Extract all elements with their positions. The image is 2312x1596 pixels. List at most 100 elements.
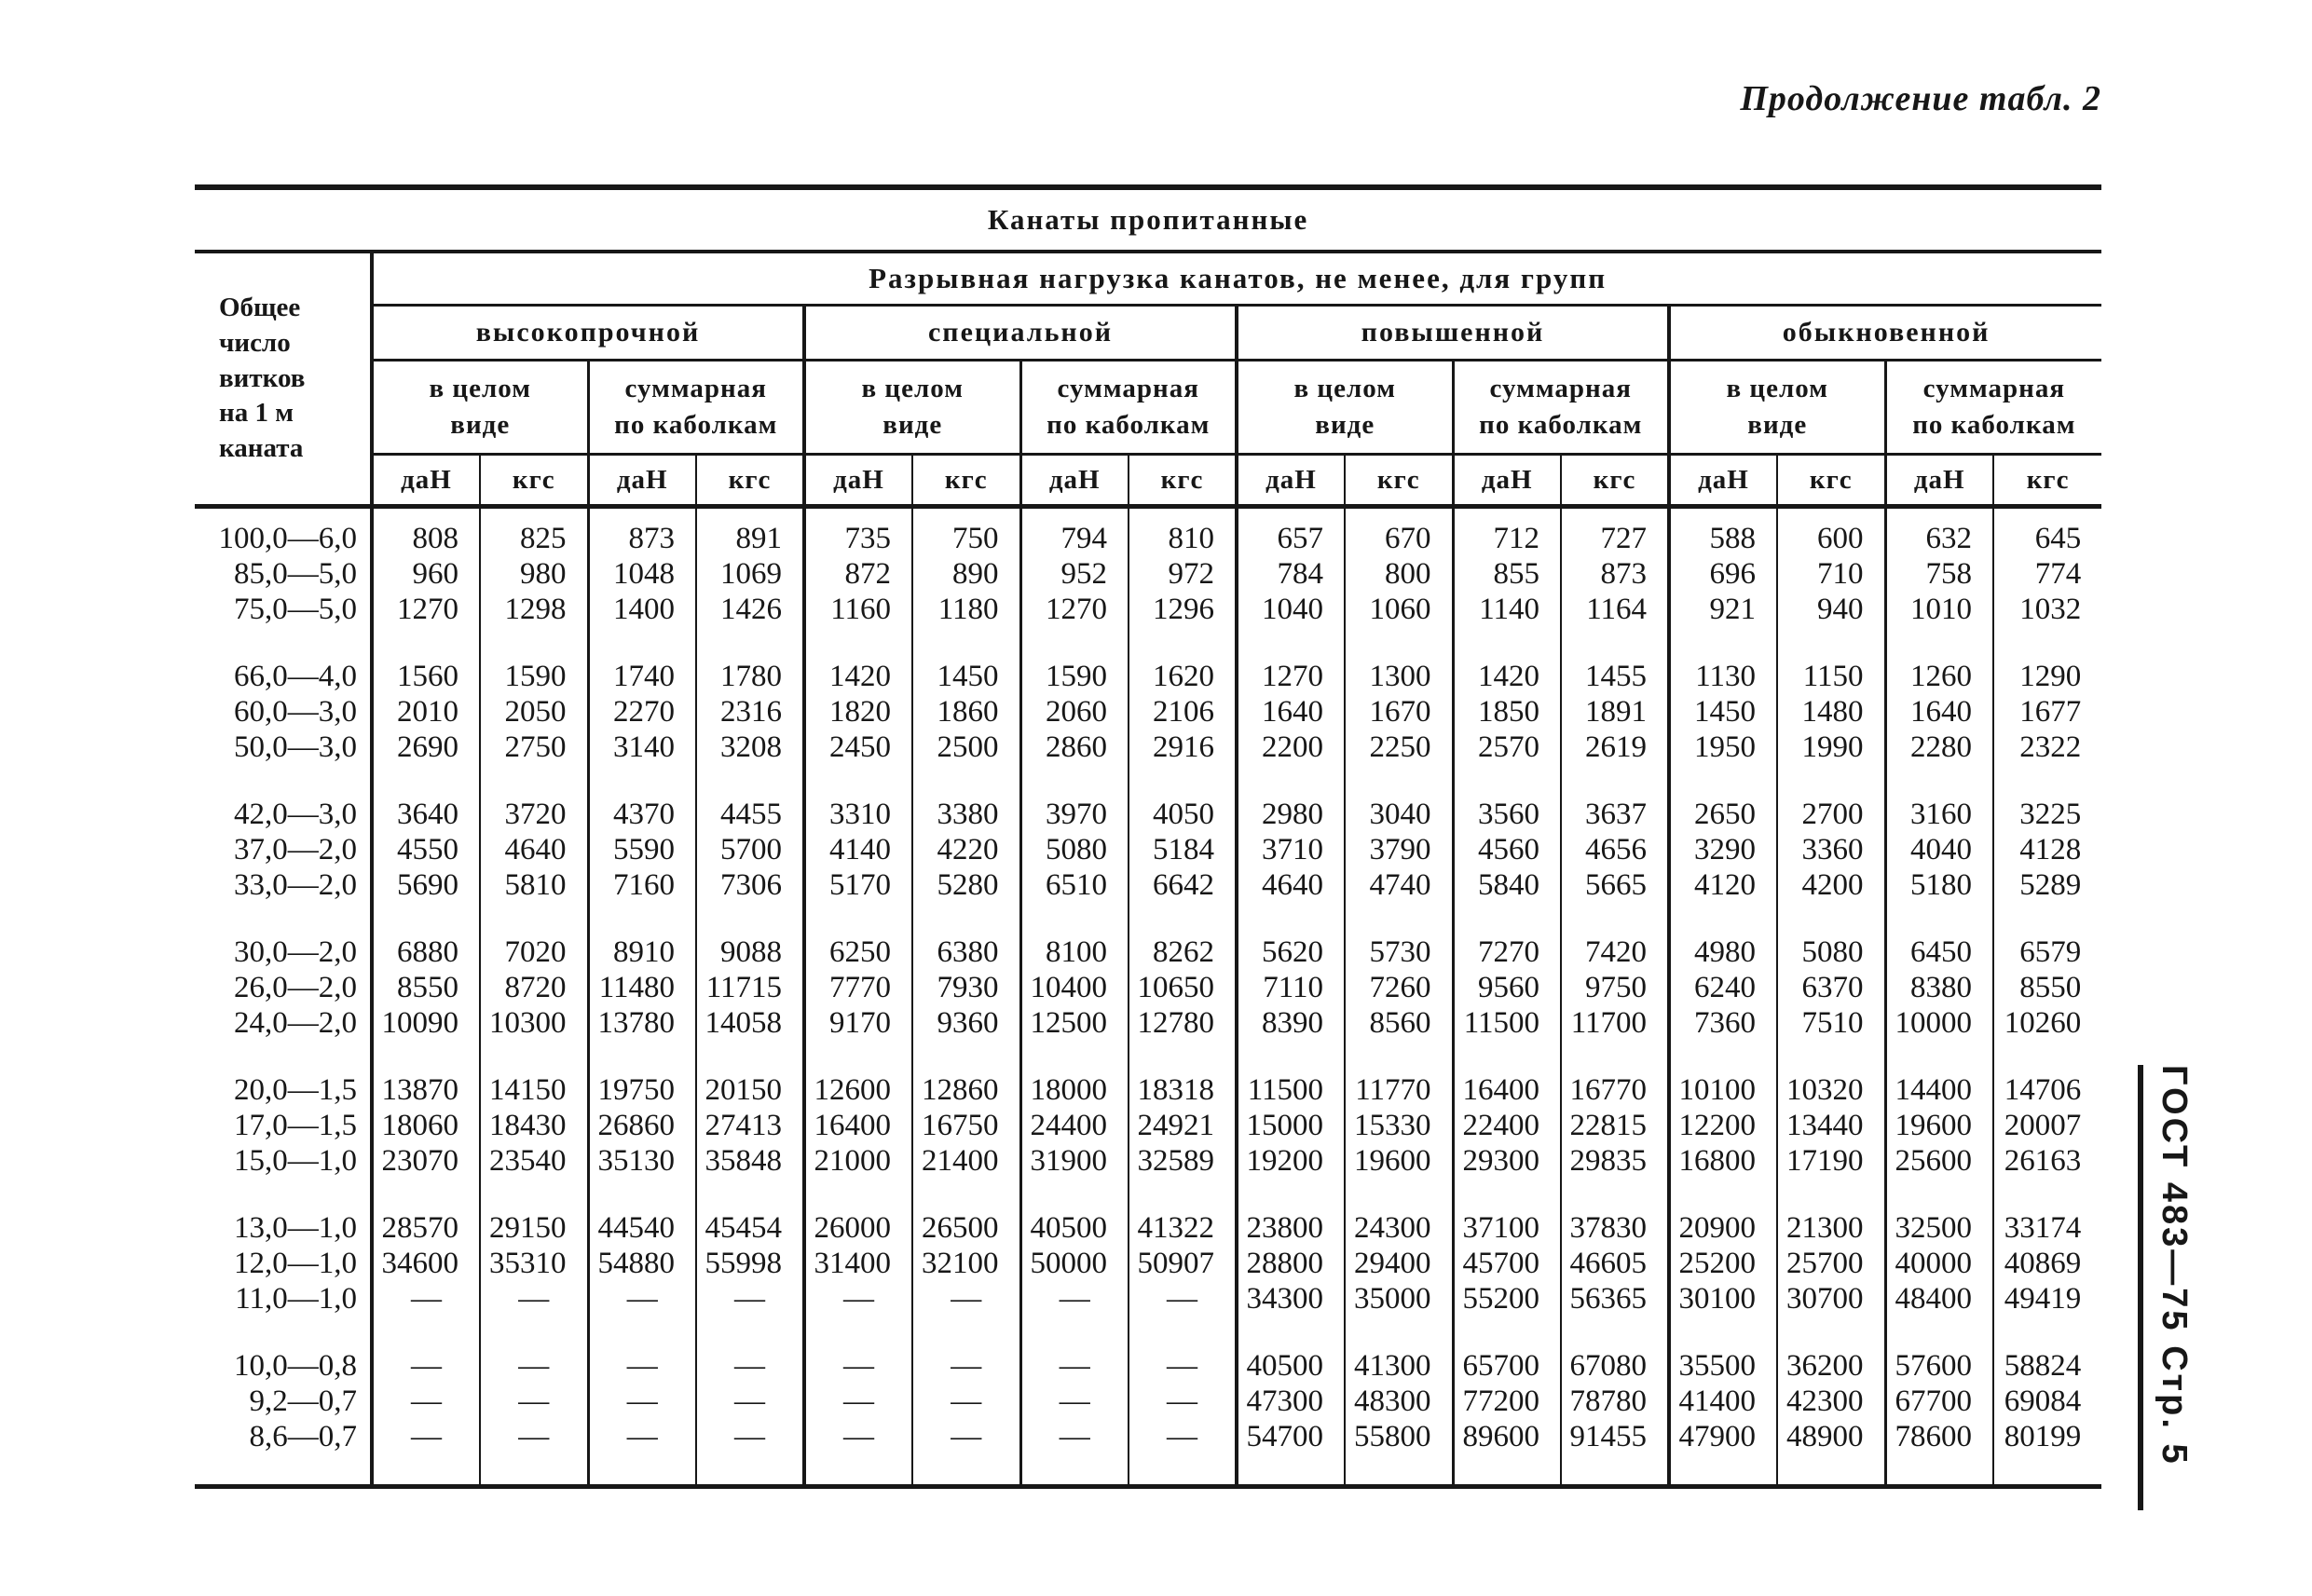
spacer-cell [1128,1041,1237,1073]
table-cell: 48900 [1776,1419,1885,1455]
spacer-cell [1776,765,1885,798]
table-cell: 872 [802,556,912,593]
table-cell: 2280 [1883,730,1993,766]
table-row: 11,0—1,0— — — — — — — —34300 35000 55200 56365 3010… [195,1281,2102,1317]
table-cell: 1150 [1776,659,1885,695]
table-cell: 19600 [1883,1108,1993,1144]
table-cell: 30700 [1776,1281,1885,1317]
table-cell: 54700 [1235,1419,1345,1455]
table-cell: 960 [370,556,480,593]
table-cell: 6370 [1776,970,1885,1006]
spacer-cell [1667,765,1777,798]
table-cell: 3225 [1991,797,2102,833]
table-cell: 35848 [695,1143,804,1180]
table-cell: 31400 [802,1246,912,1282]
spacer-cell [195,506,374,522]
table-row: 15,0—1,0 23070 23540 35130 35848 21000 21400 31… [195,1143,2102,1180]
table-cell: 4220 [911,832,1020,868]
table-cell: 6510 [1019,867,1129,904]
spacer-cell [1560,1454,1669,1487]
spacer-cell [1667,1179,1777,1211]
side-rule [2138,1065,2143,1510]
table-cell: 1010 [1883,592,1993,628]
table-cell: 1670 [1344,694,1453,730]
table-cell: 2750 [479,730,588,766]
spacer-cell [479,1179,588,1211]
table-cell: 48400 [1883,1281,1993,1317]
table-cell: 22815 [1560,1108,1669,1144]
table-cell: 7160 [586,867,696,904]
spacer-cell [1235,765,1345,798]
row-label: 15,0—1,0 [195,1143,374,1180]
spacer-cell [695,506,804,522]
spacer-cell [1451,1454,1561,1487]
spacer-cell [911,506,1020,522]
table-cell: 3380 [911,797,1020,833]
table-cell: 1040 [1235,592,1345,628]
table-cell: 670 [1344,521,1453,557]
table-cell: 21000 [802,1143,912,1180]
table-cell: 35500 [1667,1348,1777,1385]
table-cell: 1640 [1235,694,1345,730]
table-cell: — [911,1419,1020,1455]
spacer-cell [1344,1179,1453,1211]
spacer-cell [1128,1316,1237,1349]
spacer-cell [195,903,374,935]
table-cell: — [1019,1384,1129,1420]
table-cell: 3970 [1019,797,1129,833]
spacer-cell [479,765,588,798]
table-cell: 29835 [1560,1143,1669,1180]
row-label: 33,0—2,0 [195,867,374,904]
table-cell: 5620 [1235,934,1345,971]
spacer-cell [1667,903,1777,935]
table-cell: 11500 [1235,1072,1345,1109]
spacer-cell [1451,1179,1561,1211]
spacer-cell [911,627,1020,660]
table-cell: 12780 [1128,1005,1237,1042]
table-cell: 20150 [695,1072,804,1109]
spacer-cell [1451,903,1561,935]
spacer-cell [1991,627,2102,660]
table-cell: 11480 [586,970,696,1006]
table-cell: 47900 [1667,1419,1777,1455]
unit-header: кгс [1991,454,2102,509]
spacer-cell [479,1041,588,1073]
table-cell: 54880 [586,1246,696,1282]
group-header-row: высокопрочной специальной повышенной обыкно… [195,305,2102,361]
spacer-cell [1991,1316,2102,1349]
table-cell: 10650 [1128,970,1237,1006]
spacer-cell [911,765,1020,798]
row-label: 100,0—6,0 [195,521,374,557]
table-cell: — [695,1384,804,1420]
spacer-cell [1991,1041,2102,1073]
group-header: повышенной [1235,305,1669,361]
table-cell: 1677 [1991,694,2102,730]
table-cell: — [802,1419,912,1455]
table-cell: 37100 [1451,1210,1561,1247]
spacer-cell [370,903,480,935]
spacer-cell [1235,1454,1345,1487]
table-cell: 972 [1128,556,1237,593]
table-cell: 891 [695,521,804,557]
table-row: 26,0—2,0 8550 8720 11480 11715 7770 7930 10400 1… [195,970,2102,1006]
spacer-row [195,627,2102,660]
table-cell: 1296 [1128,592,1237,628]
unit-header: даН [370,454,480,509]
table-cell: 21300 [1776,1210,1885,1247]
spacer-cell [1019,1041,1129,1073]
table-cell: 2650 [1667,797,1777,833]
table-cell: 11500 [1451,1005,1561,1042]
table-cell: 2916 [1128,730,1237,766]
row-label: 42,0—3,0 [195,797,374,833]
table-cell: 40500 [1235,1348,1345,1385]
table-cell: 14706 [1991,1072,2102,1109]
spacer-cell [1883,1454,1993,1487]
table-cell: 1164 [1560,592,1669,628]
table-cell: 940 [1776,592,1885,628]
table-cell: — [370,1384,480,1420]
spacer-cell [1883,627,1993,660]
spacer-cell [911,1179,1020,1211]
table-cell: 5170 [802,867,912,904]
table-cell: 24921 [1128,1108,1237,1144]
spacer-cell [911,1316,1020,1349]
